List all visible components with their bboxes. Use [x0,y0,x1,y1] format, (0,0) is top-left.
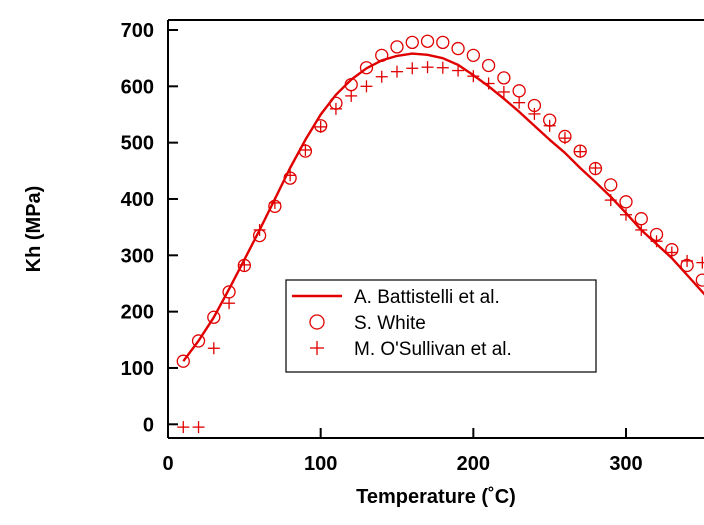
legend-item: S. White [309,313,426,334]
data-point-circle [176,354,190,368]
data-point-circle [359,61,374,75]
data-point-plus [253,223,266,236]
y-tick-label: 0 [143,414,154,436]
data-point-plus [513,96,526,109]
data-point-plus [558,132,571,145]
data-point-circle [619,195,633,209]
data-point-circle [695,273,704,287]
data-point-plus [681,254,694,267]
y-tick-label: 600 [121,76,154,98]
y-tick-label: 400 [121,189,154,211]
x-tick-label: 200 [457,453,490,475]
data-point-circle [497,71,511,85]
data-point-plus [238,258,251,271]
data-point-plus [589,161,602,174]
data-point-plus [421,61,434,74]
data-point-plus [406,62,419,75]
data-point-circle [436,35,450,50]
y-tick-label: 200 [121,302,154,324]
data-point-plus [436,61,449,74]
data-point-circle [390,40,404,54]
legend: A. Battistelli et al. S. White M. O'Sulliv… [285,279,597,373]
data-point-plus [299,143,312,156]
data-point-circle [604,178,618,192]
data-point-plus [650,235,663,248]
legend-label: M. O'Sullivan et al. [354,339,512,360]
data-point-circle [466,48,480,62]
y-tick-label: 700 [121,20,154,42]
x-tick-label: 300 [609,453,642,475]
data-point-plus [284,169,297,182]
data-point-plus [268,196,281,209]
data-point-circle [451,41,465,56]
y-ticks: 0 100 200 300 400 500 600 700 [121,20,178,436]
legend-item: A. Battistelli et al. [292,287,500,308]
data-point-plus [207,342,220,355]
data-point-circle [634,212,648,226]
plot-frame [167,19,704,439]
data-point-plus [497,85,510,98]
data-point-plus [223,297,236,310]
data-point-plus [696,256,704,269]
data-point-plus [635,223,648,236]
data-point-plus [192,421,205,434]
data-point-circle [207,310,221,324]
x-tick-label: 0 [162,453,173,475]
data-point-plus [620,208,633,221]
x-ticks: 0 100 200 300 [162,428,643,475]
legend-item: M. O'Sullivan et al. [310,339,512,360]
data-point-plus [391,65,404,78]
data-point-plus [360,80,373,93]
data-point-plus [329,102,342,115]
data-point-plus [314,120,327,133]
data-point-circle [191,334,206,348]
legend-label: S. White [354,313,426,334]
data-point-plus [345,89,358,102]
data-point-circle [512,84,526,98]
data-point-plus [665,246,678,259]
y-tick-label: 100 [121,358,154,380]
data-point-circle [420,34,435,48]
data-point-plus [467,70,480,83]
data-point-plus [528,107,541,120]
data-point-plus [452,64,465,77]
legend-circle-swatch [309,314,325,330]
series-plus [177,61,704,434]
data-point-plus [482,77,495,90]
data-point-plus [177,421,190,434]
data-point-plus [604,194,617,207]
y-tick-label: 500 [121,133,154,155]
data-point-circle [405,35,419,50]
series-layer [176,34,704,434]
data-point-circle [375,48,389,62]
data-point-plus [375,70,388,83]
legend-plus-swatch [310,341,324,355]
y-axis-title: Kh (MPa) [23,186,45,273]
data-point-plus [543,119,556,132]
data-point-plus [574,145,587,158]
data-point-circle [481,58,496,73]
legend-label: A. Battistelli et al. [354,287,500,308]
x-tick-label: 100 [304,453,337,475]
y-tick-label: 300 [121,245,154,267]
x-axis-title: Temperature (˚C) [356,485,516,508]
